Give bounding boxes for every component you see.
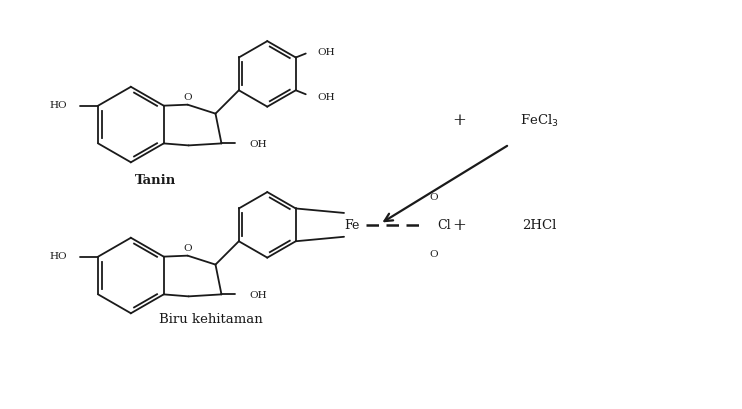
Text: +: + bbox=[453, 217, 467, 234]
Text: HO: HO bbox=[50, 252, 68, 261]
Text: Biru kehitaman: Biru kehitaman bbox=[159, 312, 263, 325]
Text: Cl: Cl bbox=[438, 219, 451, 232]
Text: O: O bbox=[183, 244, 192, 253]
Text: O: O bbox=[429, 249, 438, 258]
Text: HO: HO bbox=[50, 101, 68, 110]
Text: 2HCl: 2HCl bbox=[522, 219, 556, 232]
Text: +: + bbox=[453, 112, 467, 129]
Text: OH: OH bbox=[249, 290, 267, 299]
Text: O: O bbox=[429, 193, 438, 202]
Text: OH: OH bbox=[318, 92, 335, 101]
Text: Tanin: Tanin bbox=[135, 173, 177, 186]
Text: OH: OH bbox=[249, 139, 267, 148]
Text: OH: OH bbox=[318, 48, 335, 57]
Text: FeCl$_3$: FeCl$_3$ bbox=[520, 112, 559, 128]
Text: O: O bbox=[183, 93, 192, 102]
Text: Fe: Fe bbox=[344, 219, 360, 232]
